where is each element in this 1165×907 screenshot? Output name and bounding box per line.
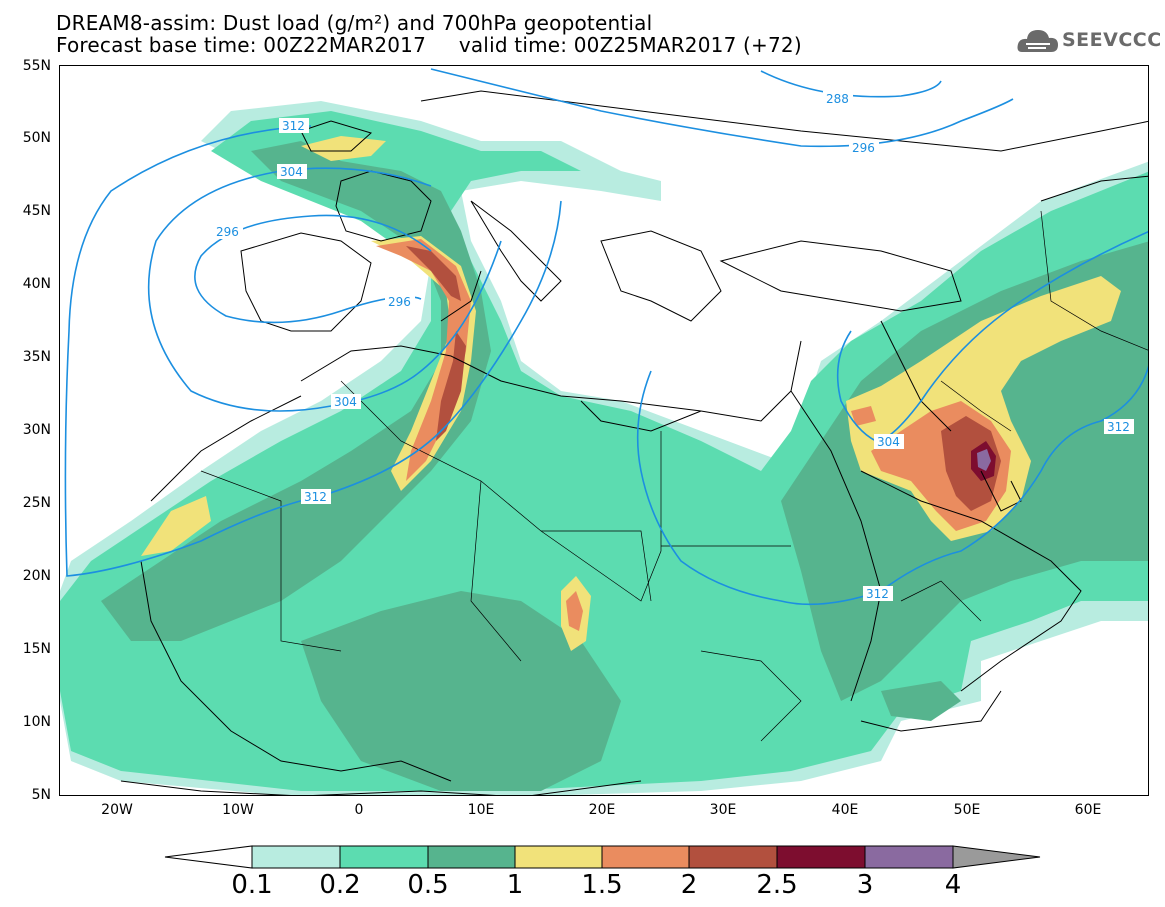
colorbar-left-arrow (164, 845, 253, 869)
colorbar-swatch-1-5 (601, 845, 690, 869)
dust-level-3 (977, 449, 991, 471)
lon-label-50e: 50E (953, 802, 981, 818)
colorbar-swatch-2-5 (776, 845, 866, 869)
lat-label-30n: 30N (22, 422, 51, 438)
contour-label-304-nw: 304 (280, 165, 303, 179)
contour-labels: 288 296 296 296 304 304 304 312 312 312 … (213, 91, 1134, 601)
coastlines (120, 90, 1148, 795)
contour-label-296-w: 296 (216, 225, 239, 239)
colorbar-label-4: 4 (944, 870, 962, 900)
colorbar-swatch-1 (514, 845, 603, 869)
colorbar-right-arrow (952, 845, 1041, 869)
lat-label-35n: 35N (22, 349, 51, 365)
colorbar-label-3: 3 (856, 870, 874, 900)
contour-label-312-se: 312 (866, 587, 889, 601)
map-title: DREAM8-assim: Dust load (g/m²) and 700hP… (56, 11, 653, 35)
lon-label-10w: 10W (222, 802, 254, 818)
contour-label-312-sw: 312 (304, 490, 327, 504)
colorbar-label-2-5: 2.5 (756, 870, 798, 900)
contour-label-304-e: 304 (877, 435, 900, 449)
lat-label-55n: 55N (22, 58, 51, 74)
colorbar (164, 845, 1041, 869)
contour-312 (64, 125, 562, 577)
lat-label-10n: 10N (22, 714, 51, 730)
lat-label-50n: 50N (22, 130, 51, 146)
contour-296-north (430, 68, 1014, 148)
contour-label-288: 288 (826, 92, 849, 106)
lon-label-20e: 20E (588, 802, 616, 818)
lon-label-0: 0 (354, 802, 364, 818)
contour-label-296-ne: 296 (852, 141, 875, 155)
lon-label-20w: 20W (101, 802, 133, 818)
colorbar-swatch-3 (864, 845, 954, 869)
lon-label-10e: 10E (467, 802, 495, 818)
map-canvas: 288 296 296 296 304 304 304 312 312 312 … (60, 68, 1148, 795)
colorbar-label-0-5: 0.5 (407, 870, 449, 900)
colorbar-swatch-2 (688, 845, 778, 869)
contour-296-west (194, 214, 432, 324)
contour-label-312-n: 312 (282, 119, 305, 133)
lat-label-15n: 15N (22, 641, 51, 657)
colorbar-label-0-1: 0.1 (231, 870, 273, 900)
cloud-logo-icon (1017, 30, 1058, 52)
colorbar-label-1: 1 (506, 870, 524, 900)
lon-label-40e: 40E (831, 802, 859, 818)
seevccc-logo: SEEVCCC (1016, 24, 1161, 58)
contour-288 (760, 70, 942, 98)
contour-label-304-sw: 304 (334, 395, 357, 409)
lat-label-45n: 45N (22, 203, 51, 219)
colorbar-label-1-5: 1.5 (581, 870, 623, 900)
lat-label-20n: 20N (22, 568, 51, 584)
lon-label-60e: 60E (1074, 802, 1102, 818)
map-subtitle: Forecast base time: 00Z22MAR2017 valid t… (56, 33, 802, 57)
logo-text: SEEVCCC (1062, 29, 1162, 51)
lon-label-30e: 30E (709, 802, 737, 818)
contour-label-296-sw: 296 (388, 295, 411, 309)
colorbar-label-0-2: 0.2 (319, 870, 361, 900)
colorbar-swatch-0-1 (251, 845, 341, 869)
lat-label-40n: 40N (22, 276, 51, 292)
colorbar-swatch-0-2 (339, 845, 429, 869)
lat-label-25n: 25N (22, 495, 51, 511)
country-borders (200, 210, 1148, 742)
colorbar-swatch-0-5 (427, 845, 516, 869)
contour-label-312-e: 312 (1107, 420, 1130, 434)
colorbar-label-2: 2 (680, 870, 698, 900)
dust-load-map: 288 296 296 296 304 304 304 312 312 312 … (59, 65, 1149, 796)
contour-304-east (836, 231, 1148, 442)
lat-label-5n: 5N (31, 787, 51, 803)
